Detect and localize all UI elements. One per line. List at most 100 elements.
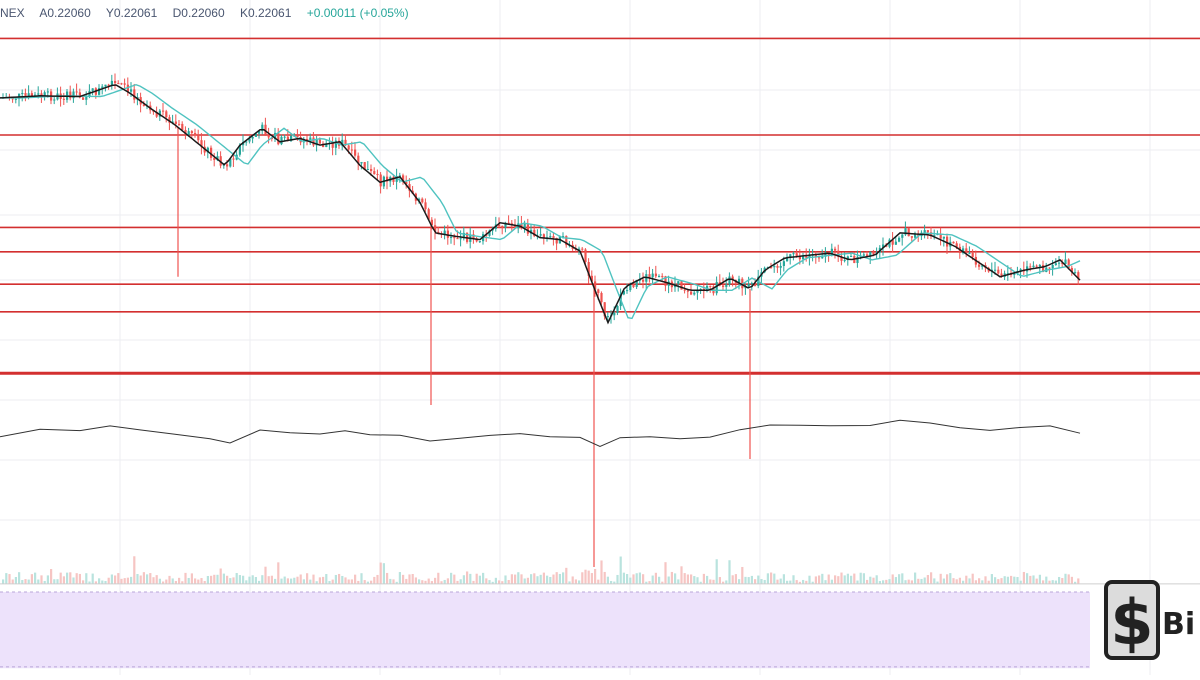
candle-body	[629, 284, 632, 291]
volume-bar	[14, 577, 17, 584]
volume-bar	[949, 573, 952, 584]
candle-body	[709, 285, 712, 287]
volume-bar	[734, 574, 737, 584]
volume-bar	[1077, 578, 1080, 584]
candle-body	[21, 93, 24, 95]
candle-body	[882, 244, 885, 248]
volume-bar	[59, 572, 62, 584]
candle-body	[398, 175, 401, 177]
candle-body	[552, 236, 555, 238]
volume-bar	[376, 574, 379, 584]
volume-bar	[1013, 576, 1016, 584]
high-value: Y0.22061	[105, 6, 158, 20]
volume-bar	[165, 579, 168, 584]
volume-bar	[667, 576, 670, 584]
volume-bar	[942, 578, 945, 584]
volume-bar	[1006, 576, 1009, 584]
volume-bar	[475, 573, 478, 584]
candle-body	[818, 257, 821, 259]
volume-bar	[955, 579, 958, 584]
candle-body	[1054, 263, 1057, 265]
candle-body	[898, 237, 901, 242]
volume-bar	[139, 575, 142, 584]
candle-body	[738, 278, 741, 283]
candle-body	[459, 238, 462, 240]
volume-bar	[629, 577, 632, 584]
volume-bar	[1022, 571, 1025, 584]
volume-bar	[245, 580, 248, 584]
candle-body	[747, 283, 750, 287]
oscillator-panel	[0, 591, 1090, 669]
volume-bar	[539, 574, 542, 584]
volume-bar	[866, 579, 869, 584]
candle-body	[654, 273, 657, 277]
volume-bar	[718, 577, 721, 584]
volume-bar	[286, 578, 289, 584]
volume-bar	[923, 577, 926, 584]
volume-bar	[446, 578, 449, 584]
volume-bar	[939, 573, 942, 584]
volume-bar	[133, 556, 136, 584]
volume-bar	[878, 581, 881, 584]
volume-bar	[654, 572, 657, 584]
candle-body	[555, 237, 558, 244]
volume-bar	[331, 579, 334, 584]
candle-body	[430, 219, 433, 226]
volume-bar	[843, 575, 846, 584]
volume-bar	[549, 576, 552, 584]
candle-body	[123, 83, 126, 85]
candle-body	[453, 236, 456, 239]
candle-body	[424, 202, 427, 210]
volume-bar	[226, 575, 229, 584]
candle-body	[104, 84, 107, 87]
volume-bar	[981, 580, 984, 584]
volume-bar	[699, 581, 702, 584]
candle-body	[894, 241, 897, 245]
close-value: K0.22061	[240, 6, 292, 20]
candle-body	[190, 131, 193, 133]
candle-body	[590, 275, 593, 282]
candle-body	[782, 261, 785, 266]
volume-bar	[600, 560, 603, 584]
volume-bar	[94, 581, 97, 584]
candle-body	[978, 264, 981, 267]
volume-bar	[738, 579, 741, 584]
candle-body	[434, 225, 437, 232]
volume-bar	[1000, 578, 1003, 584]
volume-bar	[341, 575, 344, 584]
volume-bar	[114, 575, 117, 584]
volume-bar	[862, 573, 865, 584]
candle-body	[379, 174, 382, 187]
volume-bar	[194, 578, 197, 584]
candle-body	[792, 253, 795, 255]
volume-bar	[56, 579, 59, 584]
candle-body	[1067, 259, 1070, 268]
volume-bar	[146, 574, 149, 584]
volume-bar	[1032, 575, 1035, 584]
candle-body	[830, 248, 833, 256]
volume-bar	[72, 577, 75, 584]
volume-bar	[568, 581, 571, 584]
volume-bar	[1016, 576, 1019, 584]
volume-bar	[971, 573, 974, 584]
candle-body	[501, 226, 504, 228]
volume-bar	[805, 580, 808, 584]
volume-bar	[1054, 580, 1057, 584]
candle-body	[200, 140, 203, 147]
candle-body	[322, 143, 325, 148]
volume-bar	[456, 580, 459, 584]
volume-bar	[350, 579, 353, 584]
volume-bar	[830, 579, 833, 584]
candle-body	[210, 147, 213, 158]
volume-bar	[779, 578, 782, 584]
volume-bar	[507, 580, 510, 584]
volume-bar	[312, 574, 315, 584]
volume-bar	[712, 579, 715, 584]
volume-bar	[402, 574, 405, 584]
candle-body	[565, 236, 568, 246]
volume-bar	[869, 576, 872, 584]
candle-body	[1019, 269, 1022, 272]
volume-bar	[389, 578, 392, 584]
